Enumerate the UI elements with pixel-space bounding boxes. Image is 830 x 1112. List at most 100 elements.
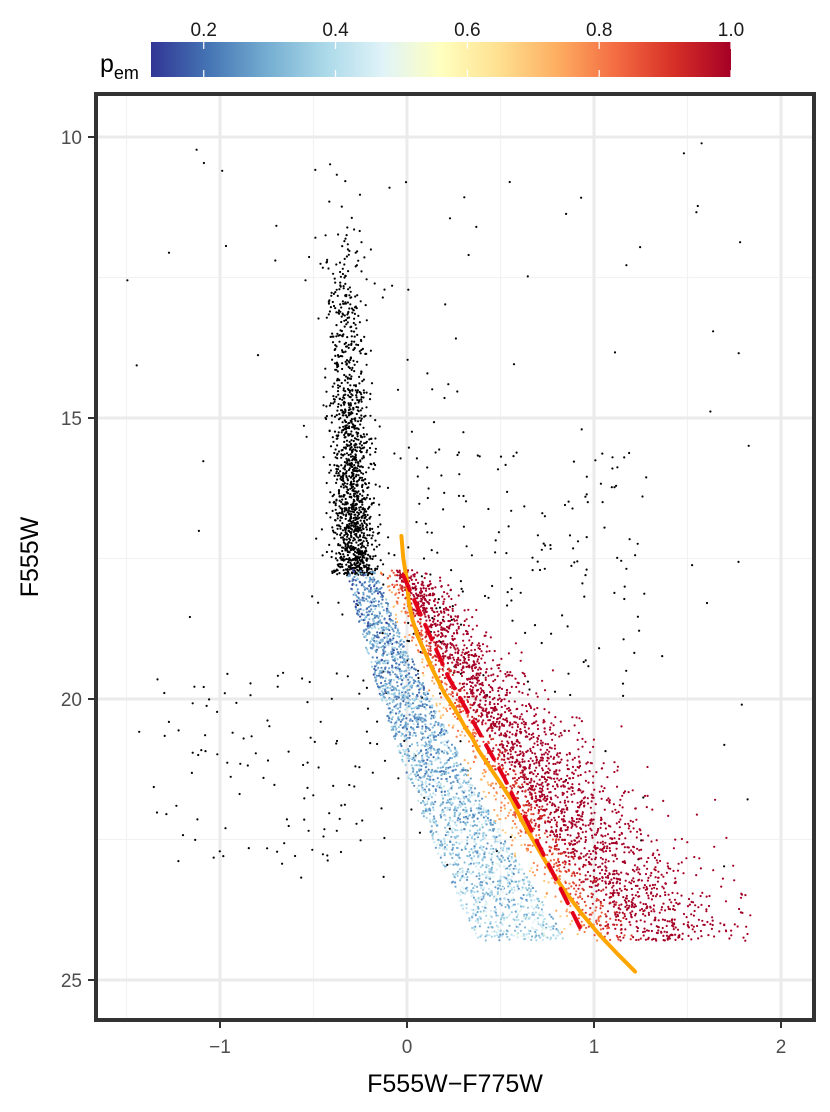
- data-point: [311, 849, 313, 851]
- data-point: [337, 406, 339, 408]
- data-point: [552, 732, 554, 734]
- data-point: [429, 819, 431, 821]
- data-point: [340, 532, 342, 534]
- data-point: [356, 361, 358, 363]
- data-point: [439, 692, 441, 694]
- data-point: [671, 925, 673, 927]
- data-point: [247, 764, 249, 766]
- data-point: [466, 618, 468, 620]
- data-point: [189, 616, 191, 618]
- data-point: [348, 366, 350, 368]
- data-point: [276, 851, 278, 853]
- data-point: [322, 404, 324, 406]
- data-point: [342, 273, 344, 275]
- data-point: [355, 484, 357, 486]
- data-point: [448, 595, 450, 597]
- data-point: [383, 289, 385, 291]
- data-point: [344, 390, 346, 392]
- data-point: [456, 454, 458, 456]
- data-point: [466, 821, 468, 823]
- data-point: [404, 691, 406, 693]
- data-point: [424, 730, 426, 732]
- data-point: [343, 473, 345, 475]
- data-point: [317, 602, 319, 604]
- data-point: [336, 414, 338, 416]
- data-point: [592, 775, 594, 777]
- data-point: [343, 374, 345, 376]
- data-point: [460, 624, 462, 626]
- data-point: [541, 549, 543, 551]
- data-point: [462, 908, 464, 910]
- data-point: [357, 498, 359, 500]
- data-point: [553, 724, 555, 726]
- data-point: [333, 452, 335, 454]
- data-point: [514, 837, 516, 839]
- data-point: [537, 728, 539, 730]
- data-point: [357, 435, 359, 437]
- data-point: [334, 431, 336, 433]
- data-point: [447, 609, 449, 611]
- data-point: [519, 750, 521, 752]
- data-point: [274, 259, 276, 261]
- data-point: [584, 496, 586, 498]
- data-point: [569, 923, 571, 925]
- data-point: [478, 715, 480, 717]
- data-point: [537, 907, 539, 909]
- data-point: [584, 901, 586, 903]
- data-point: [552, 918, 554, 920]
- data-point: [396, 698, 398, 700]
- data-point: [362, 528, 364, 530]
- data-point: [393, 656, 395, 658]
- data-point: [709, 410, 711, 412]
- data-point: [545, 765, 547, 767]
- data-point: [319, 263, 321, 265]
- data-point: [432, 621, 434, 623]
- data-point: [476, 709, 478, 711]
- data-point: [356, 521, 358, 523]
- data-point: [509, 671, 511, 673]
- data-point: [404, 704, 406, 706]
- data-point: [356, 549, 358, 551]
- data-point: [558, 816, 560, 818]
- data-point: [303, 819, 305, 821]
- data-point: [537, 921, 539, 923]
- data-point: [355, 458, 357, 460]
- data-point: [477, 818, 479, 820]
- data-point: [537, 917, 539, 919]
- data-point: [412, 734, 414, 736]
- data-point: [449, 606, 451, 608]
- data-point: [567, 625, 569, 627]
- data-point: [367, 544, 369, 546]
- data-point: [339, 519, 341, 521]
- data-point: [192, 752, 194, 754]
- data-point: [464, 620, 466, 622]
- data-point: [503, 845, 505, 847]
- data-point: [326, 415, 328, 417]
- data-point: [472, 750, 474, 752]
- data-point: [531, 734, 533, 736]
- data-point: [281, 863, 283, 865]
- data-point: [456, 623, 458, 625]
- data-point: [371, 601, 373, 603]
- data-point: [514, 823, 516, 825]
- data-point: [502, 891, 504, 893]
- data-point: [204, 734, 206, 736]
- data-point: [345, 572, 347, 574]
- data-point: [643, 903, 645, 905]
- data-point: [437, 767, 439, 769]
- data-point: [623, 598, 625, 600]
- data-point: [357, 560, 359, 562]
- data-point: [498, 687, 500, 689]
- data-point: [466, 839, 468, 841]
- data-point: [386, 636, 388, 638]
- data-point: [395, 592, 397, 594]
- data-point: [723, 865, 725, 867]
- data-point: [409, 714, 411, 716]
- data-point: [582, 811, 584, 813]
- data-point: [518, 742, 520, 744]
- data-point: [442, 797, 444, 799]
- data-point: [334, 416, 336, 418]
- data-point: [742, 937, 744, 939]
- data-point: [367, 542, 369, 544]
- data-point: [696, 814, 698, 816]
